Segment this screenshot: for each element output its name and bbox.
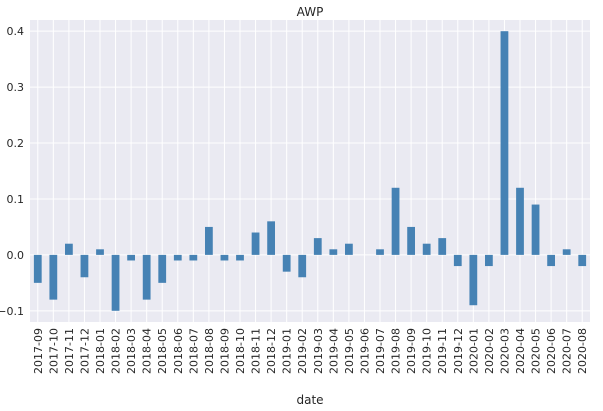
bar-2017-10 <box>49 254 58 300</box>
bar-2018-01 <box>96 249 104 255</box>
x-tick-label: 2018-01 <box>94 328 107 374</box>
x-tick-label: 2019-06 <box>358 328 371 374</box>
bar-2018-12 <box>267 221 275 255</box>
plot-area <box>30 20 590 322</box>
x-tick-label: 2017-12 <box>78 328 91 374</box>
bar-2019-03 <box>313 238 322 255</box>
x-axis-ticks: 2017-09 2017-10 2017-11 2017-12 2018-01 2018-… <box>32 328 589 374</box>
bar-2018-10 <box>236 254 244 261</box>
y-tick-label: −0.1 <box>0 305 24 318</box>
x-tick-label: 2017-10 <box>47 328 60 374</box>
x-tick-label: 2018-12 <box>265 328 278 374</box>
bar-2020-07 <box>562 249 571 255</box>
bar-2020-06 <box>547 254 555 267</box>
bar-2018-02 <box>111 254 120 311</box>
bar-2019-09 <box>407 226 415 255</box>
bar-2020-05 <box>531 204 540 255</box>
bar-2019-07 <box>376 249 384 255</box>
x-tick-label: 2017-09 <box>32 328 45 374</box>
y-tick-label: 0.0 <box>7 249 25 262</box>
x-tick-label: 2017-11 <box>63 328 76 374</box>
bar-2018-03 <box>127 254 135 261</box>
x-tick-label: 2020-01 <box>467 328 480 374</box>
bar-2020-03 <box>500 31 509 255</box>
y-tick-label: 0.3 <box>7 81 25 94</box>
bar-2018-08 <box>205 226 213 255</box>
bar-2018-09 <box>220 254 229 261</box>
x-tick-label: 2019-05 <box>343 328 356 374</box>
bar-2018-07 <box>189 254 198 261</box>
bar-2018-05 <box>158 254 167 283</box>
x-tick-label: 2018-02 <box>110 328 123 374</box>
x-tick-label: 2019-12 <box>452 328 465 374</box>
bar-2018-11 <box>251 232 260 255</box>
x-tick-label: 2020-06 <box>545 328 558 374</box>
x-tick-label: 2020-05 <box>530 328 543 374</box>
x-tick-label: 2018-04 <box>141 328 154 374</box>
y-axis-ticks: −0.1 0.0 0.1 0.2 0.3 0.4 <box>0 25 24 318</box>
y-tick-label: 0.4 <box>7 25 25 38</box>
x-tick-label: 2018-11 <box>250 328 263 374</box>
x-tick-label: 2018-08 <box>203 328 216 374</box>
bar-2020-08 <box>578 254 587 267</box>
bar-2019-11 <box>438 238 447 255</box>
bar-2020-02 <box>485 254 493 267</box>
bar-2020-01 <box>469 254 478 306</box>
x-tick-label: 2019-01 <box>281 328 294 374</box>
x-tick-label: 2019-11 <box>436 328 449 374</box>
bar-2018-04 <box>142 254 151 300</box>
bar-2020-04 <box>516 187 524 255</box>
bar-2019-08 <box>391 187 400 255</box>
chart-title: AWP <box>297 5 324 19</box>
bars <box>33 31 587 311</box>
x-tick-label: 2020-02 <box>483 328 496 374</box>
x-tick-label: 2018-06 <box>172 328 185 374</box>
bar-2019-12 <box>453 254 462 267</box>
x-tick-label: 2019-02 <box>296 328 309 374</box>
x-tick-label: 2020-04 <box>514 328 527 374</box>
x-tick-label: 2018-07 <box>187 328 200 374</box>
bar-2018-06 <box>173 254 182 261</box>
y-tick-label: 0.2 <box>7 137 25 150</box>
bar-2017-11 <box>65 243 73 255</box>
x-tick-label: 2018-09 <box>218 328 231 374</box>
x-tick-label: 2020-07 <box>561 328 574 374</box>
x-tick-label: 2019-09 <box>405 328 418 374</box>
x-tick-label: 2019-03 <box>312 328 325 374</box>
x-axis-label: date <box>296 393 323 407</box>
bar-2019-05 <box>345 243 353 255</box>
y-tick-label: 0.1 <box>7 193 25 206</box>
x-tick-label: 2019-10 <box>421 328 434 374</box>
x-tick-label: 2019-08 <box>390 328 403 374</box>
bar-2019-10 <box>422 243 431 255</box>
x-tick-label: 2018-10 <box>234 328 247 374</box>
bar-2017-09 <box>33 254 42 283</box>
bar-2019-01 <box>282 254 291 272</box>
bar-2019-02 <box>298 254 307 278</box>
bar-2017-12 <box>80 254 89 278</box>
x-tick-label: 2019-04 <box>327 328 340 374</box>
bar-2019-04 <box>329 249 338 255</box>
x-tick-label: 2019-07 <box>374 328 387 374</box>
x-tick-label: 2018-05 <box>156 328 169 374</box>
x-tick-label: 2020-08 <box>576 328 589 374</box>
x-tick-label: 2018-03 <box>125 328 138 374</box>
x-tick-label: 2020-03 <box>498 328 511 374</box>
